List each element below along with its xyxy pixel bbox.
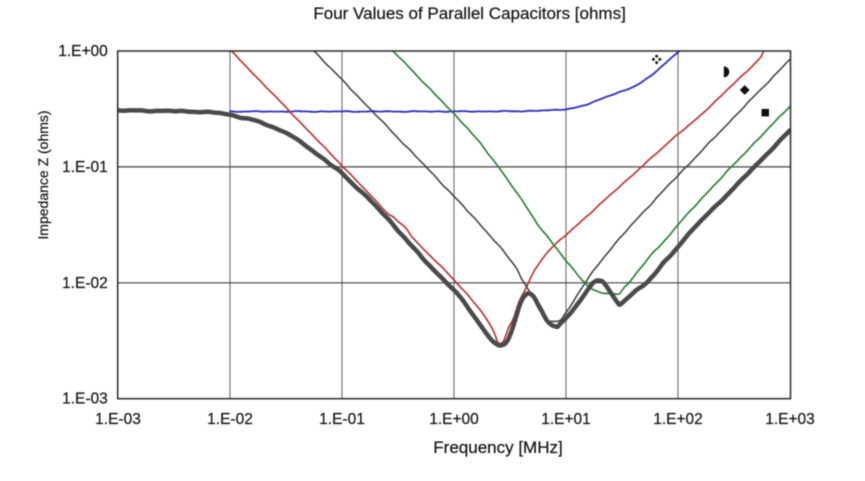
svg-text:Four Values of Parallel Capaci: Four Values of Parallel Capacitors [ohms…	[313, 4, 625, 23]
svg-text:1.E+03: 1.E+03	[765, 411, 815, 428]
svg-text:1.E-02: 1.E-02	[62, 275, 108, 292]
svg-text:1.E-03: 1.E-03	[62, 391, 108, 408]
svg-text:1.E+00: 1.E+00	[429, 411, 479, 428]
svg-text:Frequency [MHz]: Frequency [MHz]	[433, 438, 562, 457]
svg-text:1.E-01: 1.E-01	[319, 411, 365, 428]
svg-text:1.E-03: 1.E-03	[95, 411, 141, 428]
svg-text:1.E+01: 1.E+01	[541, 411, 591, 428]
svg-text:Impedance Z (ohms): Impedance Z (ohms)	[35, 110, 51, 239]
svg-text:1.E-01: 1.E-01	[62, 159, 108, 176]
svg-text:1.E-02: 1.E-02	[207, 411, 253, 428]
svg-text:1.E+02: 1.E+02	[653, 411, 703, 428]
svg-text:1.E+00: 1.E+00	[58, 43, 108, 60]
